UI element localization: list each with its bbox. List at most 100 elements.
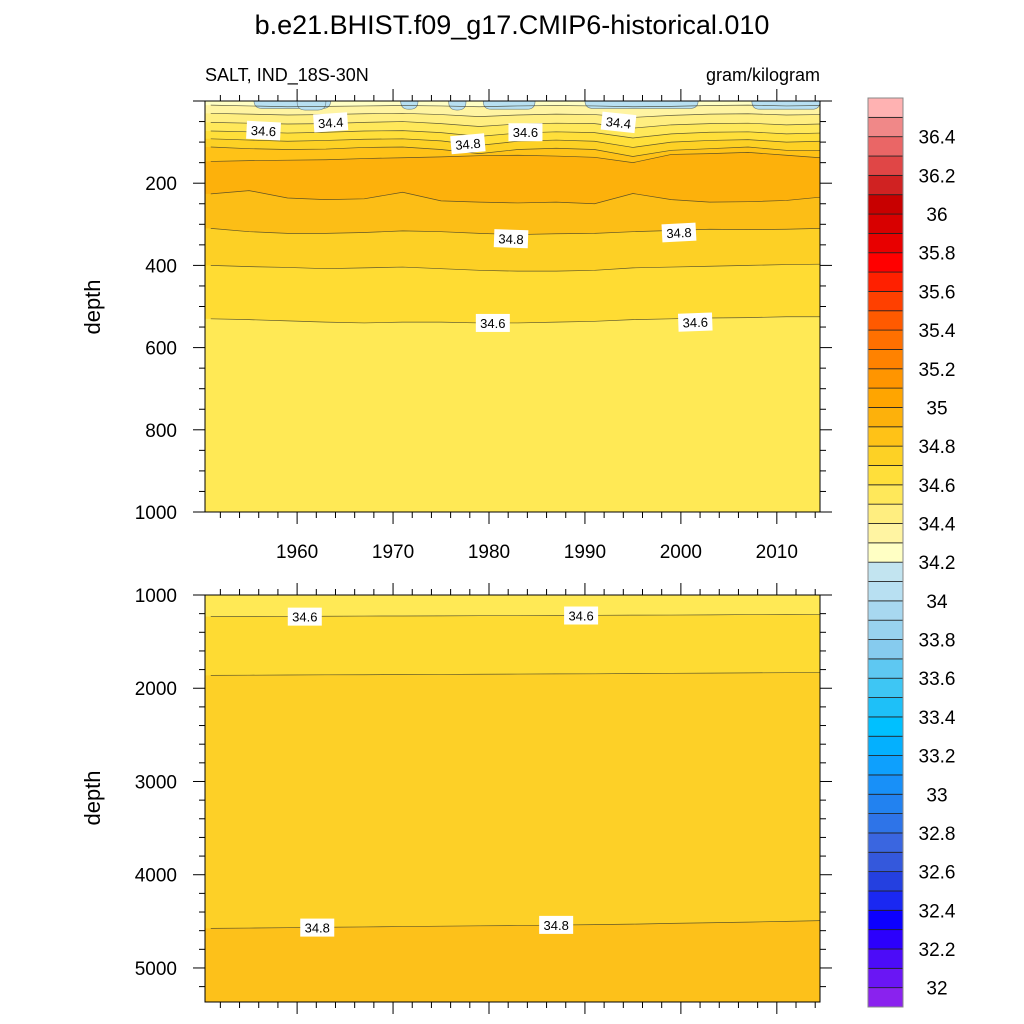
colorbar-box (867, 987, 904, 1008)
colorbar-box (867, 561, 904, 582)
colorbar-box (867, 755, 904, 776)
colorbar-box (867, 252, 904, 273)
upper-depth-panel: 34.6 34.4 34.8 34.6 34.4 34.8 34.8 34.6 34.6 1960… (135, 89, 832, 563)
contour-label-box (493, 229, 529, 249)
y-tick-label: 800 (145, 421, 177, 442)
contour-label: 34.6 (677, 312, 713, 332)
contour-label-text: 34.6 (292, 610, 317, 625)
contour-line-34.4 (210, 112, 820, 118)
contour-label-box (539, 915, 574, 934)
contour-band-34.6 (205, 316, 820, 512)
colorbar-box (867, 813, 904, 834)
contour-label-box (661, 222, 697, 243)
contour-label-text: 34.8 (666, 225, 692, 241)
y-tick-label: 2000 (135, 679, 177, 700)
lower-depth-panel: 34.6 34.6 34.8 34.8 1000 2000 3000 4000 5000 (135, 583, 832, 1014)
contour-label-text: 34.8 (455, 136, 482, 153)
plot-area: 34.6 34.4 34.8 34.6 34.4 34.8 34.8 34.6 34.6 (205, 101, 820, 512)
fresh-water-patch (482, 101, 536, 110)
x-tick-label: 1990 (564, 542, 606, 563)
colorbar-box (867, 155, 904, 176)
colorbar-box (867, 658, 904, 679)
contour-label-box (287, 607, 322, 626)
colorbar-label: 32.2 (919, 940, 956, 961)
colorbar-box (867, 368, 904, 389)
colorbar-box (867, 851, 904, 873)
colorbar-box (867, 232, 904, 254)
y-tick-label: 1000 (135, 503, 177, 524)
contour-label: 34.4 (600, 111, 637, 134)
plot-area: 34.6 34.6 34.8 34.8 (205, 595, 820, 1002)
colorbar-box (867, 349, 904, 370)
colorbar-box (867, 387, 904, 408)
contour-line-34.7 (210, 263, 820, 272)
colorbar-label: 35.4 (919, 321, 956, 342)
contour-label: 34.8 (300, 918, 335, 937)
contour-line-34.3 (210, 104, 820, 108)
colorbar-box (867, 909, 904, 931)
upper-y-axis-label: depth (80, 279, 105, 334)
contour-line-34.8 (210, 146, 820, 157)
colorbar-label: 34 (926, 592, 948, 613)
colorbar-box (867, 677, 904, 698)
colorbar-box (867, 407, 904, 428)
contour-line-34.7 (210, 138, 820, 148)
colorbar-label: 33.8 (919, 631, 956, 652)
colorbar-box (867, 774, 904, 795)
colorbar-box (867, 697, 904, 718)
units-subtitle: gram/kilogram (706, 65, 820, 85)
contour-line-34.7 (210, 672, 820, 676)
contour-label-text: 34.6 (568, 609, 593, 624)
colorbar-label: 32.4 (919, 901, 956, 922)
colorbar-box (867, 793, 904, 814)
colorbar: 32 32.2 32.4 32.6 32.8 33 33.2 33.4 33.6 33.8 34 34… (867, 97, 956, 1008)
contour-label-text: 34.4 (605, 114, 632, 132)
colorbar-box (867, 213, 904, 234)
colorbar-label: 36.2 (919, 166, 956, 187)
contour-label-box (450, 133, 486, 155)
contour-label: 34.6 (246, 120, 281, 141)
colorbar-label: 32 (926, 979, 947, 1000)
contour-label-text: 34.6 (480, 316, 505, 331)
y-tick-label: 5000 (135, 959, 177, 980)
x-tick-label: 1980 (468, 542, 510, 563)
colorbar-label: 33 (926, 785, 947, 806)
colorbar-box (867, 948, 904, 969)
contour-label-text: 34.4 (318, 115, 344, 132)
contour-label: 34.6 (564, 606, 599, 625)
colorbar-box (867, 523, 904, 544)
y-tick-label: 4000 (135, 866, 177, 887)
colorbar-label: 33.6 (919, 669, 956, 690)
lower-y-axis-label: depth (80, 770, 105, 825)
colorbar-box (867, 291, 904, 312)
contour-label-box (677, 312, 713, 332)
colorbar-box (867, 619, 904, 640)
colorbar-label: 34.2 (919, 553, 956, 574)
contour-label-text: 34.8 (543, 918, 568, 933)
colorbar-label: 34.6 (919, 476, 956, 497)
colorbar-label: 36.4 (919, 128, 956, 149)
contour-label-text: 34.6 (250, 123, 276, 139)
colorbar-box (867, 542, 904, 563)
y-tick-label: 200 (145, 174, 177, 195)
colorbar-box (867, 871, 904, 892)
colorbar-label: 35.2 (919, 360, 956, 381)
colorbar-frame (867, 97, 904, 1008)
contour-band-34.7 (205, 672, 820, 1002)
contour-label: 34.8 (539, 915, 574, 934)
colorbar-box (867, 271, 904, 292)
contour-label: 34.6 (287, 607, 322, 626)
x-tick-label: 2010 (756, 542, 798, 563)
colorbar-box (867, 97, 904, 118)
contour-label-text: 34.8 (498, 231, 524, 247)
fresh-water-patch (448, 101, 467, 111)
x-tick-label: 2000 (660, 542, 702, 563)
colorbar-box (867, 426, 904, 447)
colorbar-box (867, 465, 904, 486)
colorbar-label: 35 (926, 398, 947, 419)
colorbar-box (867, 639, 904, 660)
contour-label: 34.8 (661, 222, 697, 243)
contour-label-text: 34.8 (305, 921, 330, 936)
y-tick-label: 400 (145, 256, 177, 277)
